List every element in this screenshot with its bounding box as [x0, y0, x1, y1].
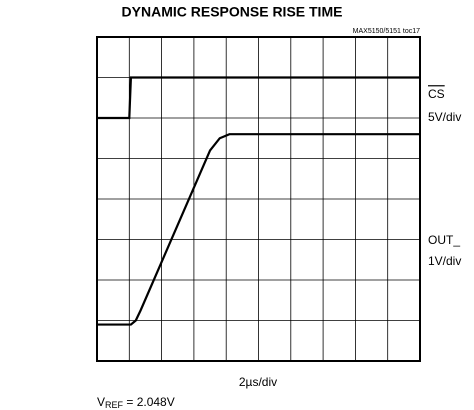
legend-label: CS	[428, 87, 445, 101]
x-axis-label: 2µs/div	[239, 375, 277, 389]
trace	[97, 76, 420, 120]
trace	[97, 133, 420, 326]
annotation: VREF = 2.048V	[97, 395, 175, 410]
legend-scale: 1V/div	[428, 254, 461, 268]
chart-subtitle: MAX5150/5151 toc17	[353, 28, 420, 35]
legend-scale: 5V/div	[428, 110, 461, 124]
legend-label: OUT_	[428, 233, 460, 247]
plot-frame	[96, 36, 421, 362]
chart-title: DYNAMIC RESPONSE RISE TIME	[122, 4, 343, 20]
